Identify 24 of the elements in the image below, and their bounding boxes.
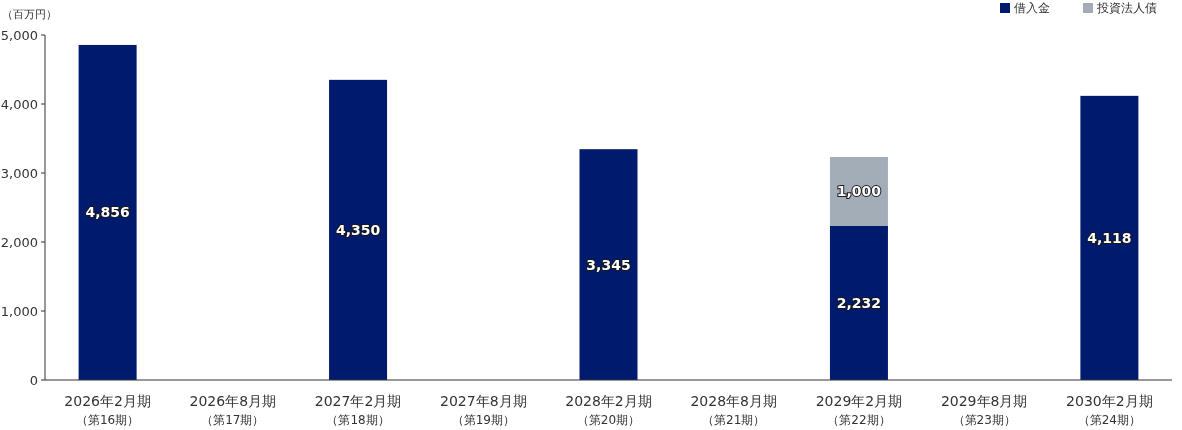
x-tick-label: 2027年2月期（第18期） xyxy=(314,393,402,427)
data-label: 4,856 xyxy=(85,204,130,221)
legend-label: 借入金 xyxy=(1014,1,1050,15)
data-label: 3,345 xyxy=(586,256,631,273)
y-tick-label: 3,000 xyxy=(0,166,38,181)
x-tick-label: 2028年2月期（第20期） xyxy=(565,393,652,427)
data-label: 1,000 xyxy=(836,183,882,200)
x-tick-label: 2029年2月期（第22期） xyxy=(815,393,903,427)
x-tick-label: 2030年2月期（第24期） xyxy=(1066,393,1153,427)
x-tick-label: 2029年8月期（第23期） xyxy=(940,393,1028,427)
data-label: 2,232 xyxy=(836,295,882,311)
x-tick-label: 2026年2月期（第16期） xyxy=(64,393,151,427)
y-tick-label: 2,000 xyxy=(0,235,38,250)
x-tick-label: 2028年8月期（第21期） xyxy=(690,393,777,427)
y-axis-title: （百万円） xyxy=(2,8,57,21)
data-label: 4,350 xyxy=(335,221,381,238)
y-tick-label: 5,000 xyxy=(0,28,38,43)
x-tick-label: 2027年8月期（第19期） xyxy=(440,393,527,427)
legend-label: 投資法人債 xyxy=(1096,1,1157,15)
data-label: 4,118 xyxy=(1087,229,1132,246)
y-tick-label: 0 xyxy=(29,373,38,388)
x-tick-label: 2026年8月期（第17期） xyxy=(189,393,277,427)
y-tick-label: 1,000 xyxy=(0,304,38,319)
y-tick-label: 4,000 xyxy=(0,97,38,112)
